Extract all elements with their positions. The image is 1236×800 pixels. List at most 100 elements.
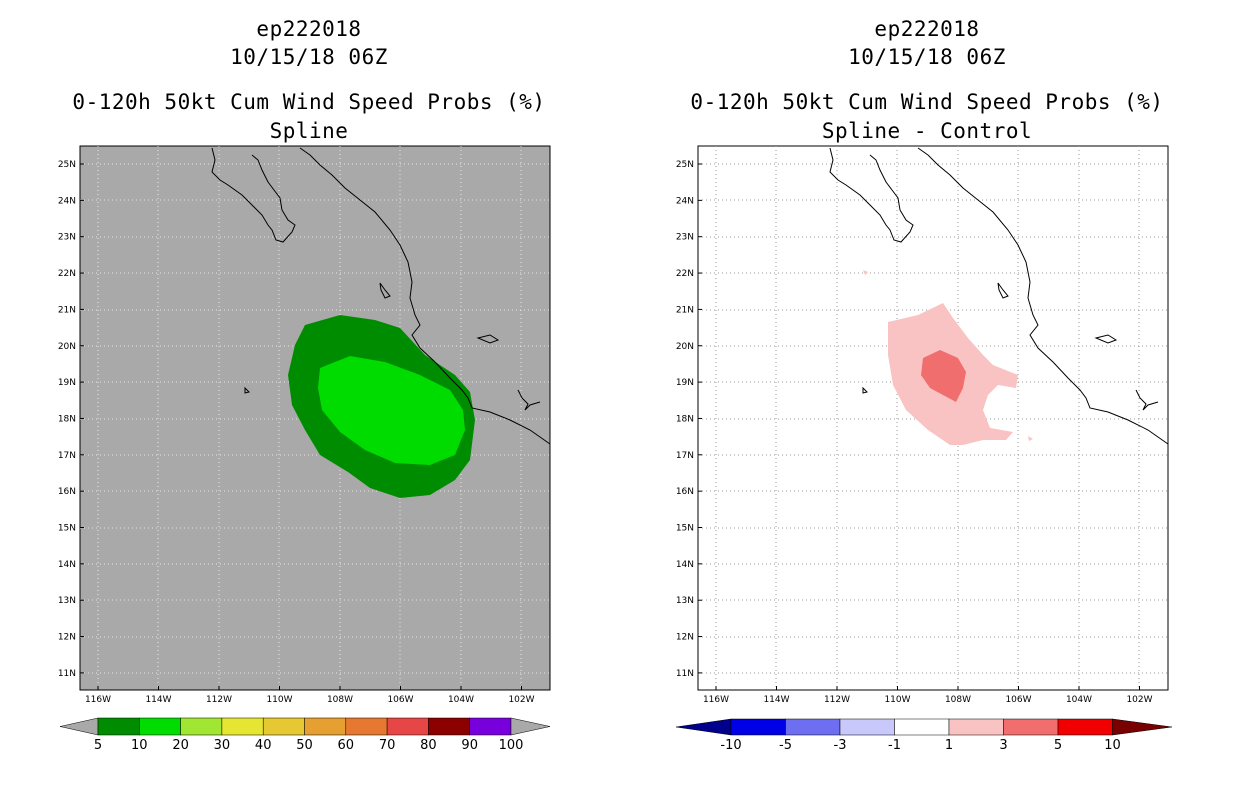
right-blob-small-1 xyxy=(863,270,868,275)
right-lon-label: 112W xyxy=(824,695,850,705)
right-lat-label: 18N xyxy=(676,414,694,424)
right-colorbar-label: -3 xyxy=(834,738,847,753)
right-colorbar-swatch xyxy=(839,718,895,736)
left-lat-label: 22N xyxy=(58,269,76,279)
left-lon-labels: 116W 114W 112W 110W 108W 106W 104W 102W xyxy=(85,686,535,705)
right-colorbar-swatch xyxy=(894,718,950,736)
left-lon-label: 108W xyxy=(327,695,353,705)
right-lon-label: 106W xyxy=(1005,695,1031,705)
right-lon-label: 110W xyxy=(884,695,910,705)
right-colorbar-label: 10 xyxy=(1104,738,1121,753)
left-lon-label: 102W xyxy=(508,695,534,705)
right-lat-label: 13N xyxy=(676,596,694,606)
right-colorbar-label: -1 xyxy=(888,738,901,753)
right-lat-label: 22N xyxy=(676,269,694,279)
left-lat-label: 15N xyxy=(58,524,76,534)
right-lat-label: 25N xyxy=(676,160,694,170)
left-colorbar-swatch xyxy=(262,717,305,736)
left-colorbar-swatch xyxy=(139,717,181,736)
right-colorbar: -10 -5 -3 -1 1 3 5 10 xyxy=(675,718,1173,753)
right-lat-label: 14N xyxy=(676,560,694,570)
left-lat-label: 11N xyxy=(58,669,76,679)
left-colorbar-swatch xyxy=(469,717,512,736)
left-lat-labels: 25N 24N 23N 22N 21N 20N 19N 18N 17N 16N 15N 14N 13N 1… xyxy=(58,160,84,679)
left-lat-label: 13N xyxy=(58,596,76,606)
left-lat-label: 20N xyxy=(58,342,76,352)
right-coastline xyxy=(829,147,1169,445)
right-title-product: 0-120h 50kt Cum Wind Speed Probs (%) xyxy=(690,90,1164,114)
right-lon-label: 114W xyxy=(763,695,789,705)
right-colorbar-swatch xyxy=(785,718,841,736)
right-blob-small-2 xyxy=(1028,436,1033,441)
left-colorbar-label: 70 xyxy=(379,738,396,753)
left-lat-label: 12N xyxy=(58,633,76,643)
left-lat-label: 21N xyxy=(58,305,76,315)
right-lon-label: 104W xyxy=(1066,695,1092,705)
left-lat-label: 14N xyxy=(58,560,76,570)
left-lon-label: 106W xyxy=(387,695,413,705)
left-lat-label: 19N xyxy=(58,378,76,388)
left-colorbar-label: 10 xyxy=(131,738,148,753)
right-map-svg: 25N 24N 23N 22N 21N 20N 19N 18N 17N 16N 15N 14N 13N 1… xyxy=(675,145,1173,753)
left-title-storm: ep222018 xyxy=(256,17,362,41)
right-colorbar-end-low xyxy=(675,718,732,736)
right-lat-label: 21N xyxy=(676,305,694,315)
left-colorbar-swatch xyxy=(428,717,470,736)
right-lat-label: 17N xyxy=(676,451,694,461)
right-lon-labels: 116W 114W 112W 110W 108W 106W 104W 102W xyxy=(703,686,1153,705)
right-colorbar-label: 3 xyxy=(999,738,1007,753)
left-colorbar-label: 30 xyxy=(214,738,231,753)
left-colorbar-end-low xyxy=(59,717,99,736)
right-title-storm: ep222018 xyxy=(874,17,980,41)
right-colorbar-swatch xyxy=(730,718,786,736)
right-lat-labels: 25N 24N 23N 22N 21N 20N 19N 18N 17N 16N 15N 14N 13N 1… xyxy=(676,160,702,679)
right-colorbar-label: 1 xyxy=(945,738,953,753)
left-colorbar-label: 60 xyxy=(338,738,355,753)
left-colorbar-label: 20 xyxy=(172,738,189,753)
right-lat-label: 20N xyxy=(676,342,694,352)
right-contour-3 xyxy=(921,350,966,402)
left-colorbar-label: 80 xyxy=(420,738,437,753)
left-lon-label: 104W xyxy=(448,695,474,705)
left-lon-label: 116W xyxy=(85,695,111,705)
left-lon-label: 114W xyxy=(145,695,171,705)
left-map-svg: 25N 24N 23N 22N 21N 20N 19N 18N 17N 16N 15N 14N 13N 1… xyxy=(58,145,551,753)
left-lat-label: 17N xyxy=(58,451,76,461)
right-lat-label: 11N xyxy=(676,669,694,679)
left-colorbar-label: 100 xyxy=(499,738,524,753)
left-colorbar-label: 5 xyxy=(94,738,102,753)
right-colorbar-label: -5 xyxy=(779,738,792,753)
left-colorbar-swatch xyxy=(304,717,347,736)
right-lon-label: 116W xyxy=(703,695,729,705)
left-colorbar-label: 90 xyxy=(461,738,478,753)
right-lat-label: 24N xyxy=(676,196,694,206)
left-contour-10pct xyxy=(318,356,465,465)
right-colorbar-label: 5 xyxy=(1054,738,1062,753)
left-colorbar-label: 40 xyxy=(255,738,272,753)
left-lat-label: 16N xyxy=(58,487,76,497)
left-colorbar-label: 50 xyxy=(296,738,313,753)
left-colorbar-end-high xyxy=(510,717,551,736)
right-lon-label: 108W xyxy=(945,695,971,705)
left-lat-label: 23N xyxy=(58,233,76,243)
right-lat-label: 16N xyxy=(676,487,694,497)
left-title-time: 10/15/18 06Z xyxy=(230,45,388,69)
left-colorbar-swatch xyxy=(180,717,223,736)
right-colorbar-swatch xyxy=(1003,718,1059,736)
left-colorbar-swatch xyxy=(386,717,429,736)
right-lat-label: 19N xyxy=(676,378,694,388)
right-colorbar-swatch xyxy=(1057,718,1113,736)
right-lon-label: 102W xyxy=(1126,695,1152,705)
left-lat-label: 24N xyxy=(58,196,76,206)
right-lat-label: 12N xyxy=(676,633,694,643)
left-colorbar: 5 10 20 30 40 50 60 70 80 90 100 xyxy=(59,717,551,753)
right-title-time: 10/15/18 06Z xyxy=(848,45,1006,69)
left-colorbar-swatch xyxy=(345,717,388,736)
right-lat-label: 23N xyxy=(676,233,694,243)
left-colorbar-swatch xyxy=(97,717,140,736)
left-colorbar-swatch xyxy=(221,717,264,736)
left-coastline xyxy=(211,147,551,445)
right-colorbar-swatch xyxy=(948,718,1004,736)
right-colorbar-end-high xyxy=(1112,718,1173,736)
left-lon-label: 110W xyxy=(266,695,292,705)
